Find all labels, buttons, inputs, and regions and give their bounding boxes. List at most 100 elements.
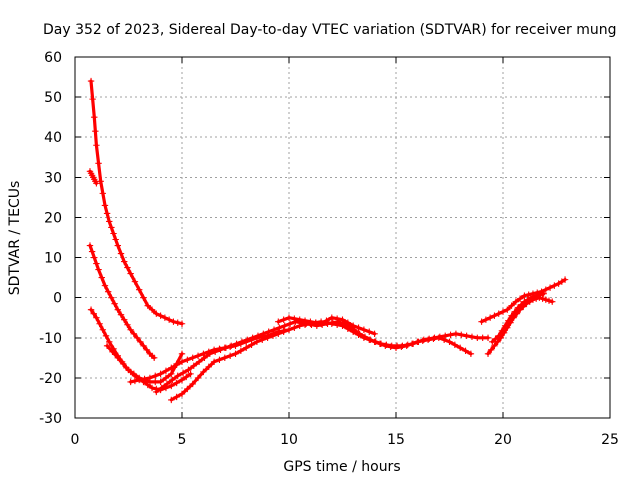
- data-point-marker: [259, 336, 266, 343]
- data-point-marker: [206, 350, 214, 358]
- data-point-marker: [152, 378, 159, 386]
- data-point-marker: [382, 342, 389, 349]
- data-point-marker: [99, 326, 107, 333]
- data-point-marker: [244, 336, 251, 343]
- data-point-marker: [114, 306, 121, 313]
- data-point-marker: [183, 373, 190, 381]
- data-point-marker: [158, 384, 165, 392]
- data-point-marker: [312, 319, 319, 326]
- data-point-marker: [350, 322, 357, 329]
- data-point-marker: [371, 338, 378, 345]
- data-point-marker: [141, 375, 148, 383]
- data-point-marker: [103, 210, 111, 217]
- data-point-marker: [174, 319, 181, 326]
- data-point-marker: [376, 340, 384, 347]
- data-point-marker: [179, 369, 187, 377]
- data-point-marker: [516, 295, 524, 302]
- data-point-marker: [117, 311, 125, 318]
- data-point-marker: [499, 308, 507, 315]
- data-point-marker: [419, 337, 426, 344]
- data-point-marker: [430, 335, 437, 342]
- data-point-marker: [98, 274, 105, 281]
- data-point-marker: [344, 319, 352, 326]
- data-point-marker: [435, 334, 442, 341]
- data-point-marker: [185, 366, 192, 374]
- data-point-marker: [521, 298, 528, 305]
- data-point-marker: [168, 370, 175, 378]
- data-point-marker: [119, 360, 127, 368]
- data-point-marker: [534, 292, 541, 299]
- y-tick-label: 60: [44, 50, 62, 66]
- data-point-marker: [463, 332, 470, 339]
- data-point-marker: [488, 346, 495, 354]
- y-tick-label: 50: [44, 90, 62, 106]
- data-point-marker: [106, 218, 113, 225]
- data-point-marker: [527, 294, 535, 301]
- data-point-marker: [108, 224, 115, 231]
- data-point-marker: [153, 310, 160, 317]
- series-track-12: [489, 290, 547, 345]
- y-tick-label: 10: [44, 251, 62, 267]
- data-point-marker: [99, 190, 107, 197]
- data-point-marker: [93, 180, 100, 187]
- data-point-marker: [106, 338, 113, 345]
- data-point-marker: [108, 294, 115, 301]
- y-tick-label: 0: [53, 291, 62, 307]
- data-point-marker: [328, 320, 335, 327]
- data-point-marker: [366, 328, 373, 335]
- data-point-marker: [546, 284, 554, 291]
- data-point-marker: [253, 338, 261, 345]
- data-point-marker: [542, 296, 549, 303]
- data-point-marker: [130, 370, 138, 378]
- data-point-marker: [446, 338, 453, 345]
- series-track-8: [168, 318, 475, 404]
- data-point-marker: [270, 326, 278, 333]
- series-line: [169, 320, 473, 402]
- data-point-marker: [495, 332, 502, 339]
- data-point-marker: [508, 302, 515, 309]
- data-series-group: [86, 77, 569, 404]
- data-point-marker: [168, 382, 175, 390]
- data-point-marker: [221, 354, 228, 362]
- data-point-marker: [161, 314, 169, 321]
- data-point-marker: [355, 331, 362, 338]
- data-point-marker: [195, 358, 203, 366]
- data-point-marker: [117, 250, 125, 257]
- data-point-marker: [131, 278, 139, 285]
- data-point-marker: [189, 354, 196, 362]
- data-point-marker: [92, 128, 99, 135]
- data-point-marker: [91, 113, 98, 121]
- data-point-marker: [87, 306, 95, 313]
- data-point-marker: [281, 322, 288, 329]
- data-point-marker: [184, 356, 191, 364]
- data-point-marker: [495, 310, 502, 317]
- data-point-marker: [540, 290, 547, 297]
- data-point-marker: [264, 334, 271, 341]
- data-point-marker: [514, 304, 522, 311]
- data-point-marker: [398, 343, 405, 351]
- data-point-marker: [109, 348, 116, 356]
- data-point-marker: [103, 342, 111, 349]
- data-point-marker: [508, 312, 515, 319]
- data-point-marker: [482, 316, 490, 323]
- data-point-marker: [216, 356, 223, 364]
- data-point-marker: [162, 374, 170, 382]
- data-point-marker: [162, 367, 170, 375]
- data-point-marker: [339, 322, 346, 329]
- data-point-marker: [101, 202, 109, 209]
- data-point-marker: [95, 266, 102, 273]
- data-point-marker: [157, 312, 164, 319]
- data-point-marker: [174, 372, 181, 380]
- data-point-marker: [275, 330, 282, 337]
- data-point-marker: [168, 364, 175, 372]
- data-point-marker: [286, 320, 294, 327]
- y-tick-label: -10: [39, 331, 62, 347]
- data-point-marker: [492, 335, 499, 342]
- series-track-3: [86, 242, 158, 362]
- data-point-marker: [87, 77, 95, 85]
- data-point-marker: [232, 350, 239, 358]
- data-point-marker: [280, 316, 287, 323]
- data-point-marker: [323, 317, 330, 324]
- data-point-marker: [360, 326, 368, 333]
